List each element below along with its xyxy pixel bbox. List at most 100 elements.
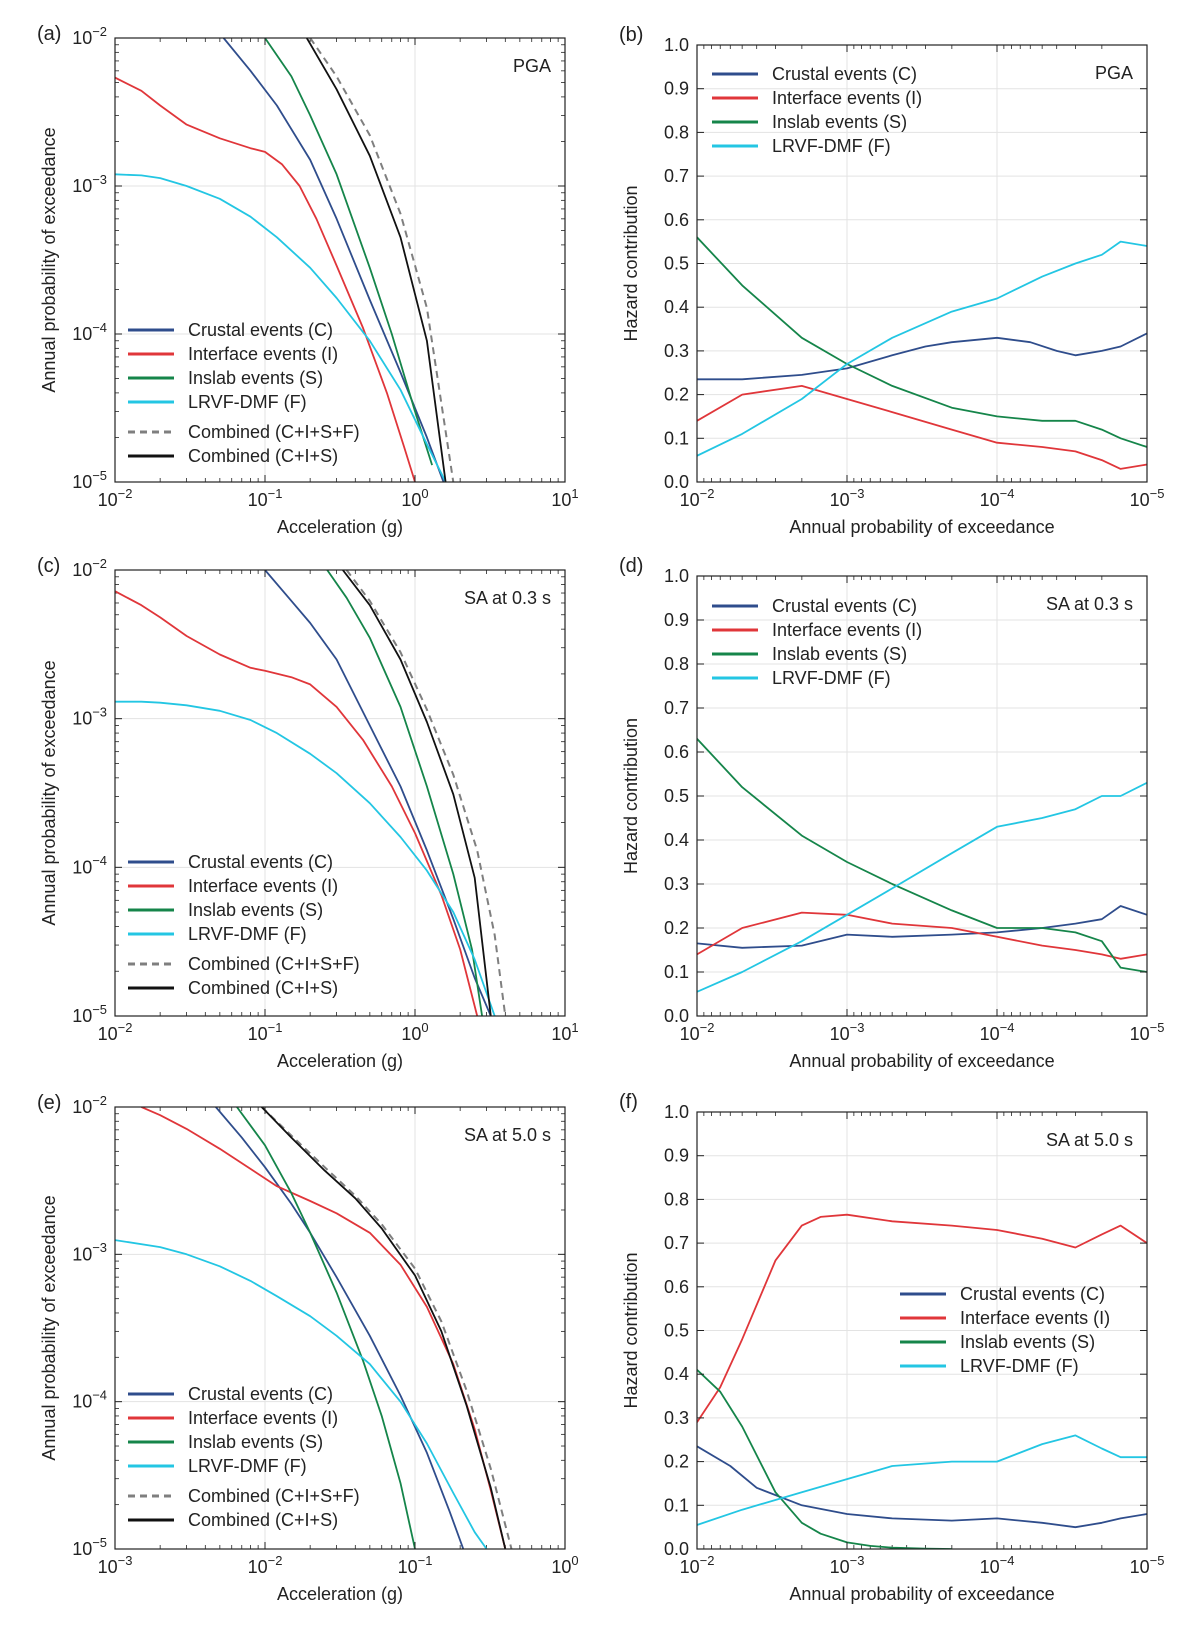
panel-d: 10−2 10−3 10−4 10−5 0.0 0.1 0.2 0.3 0.4 0.5 0.6 0.7… [619, 555, 1164, 1071]
y-tick-label: 0.2 [664, 918, 689, 938]
panel-label: (e) [37, 1092, 61, 1114]
panel-label: (b) [619, 24, 643, 46]
panel-title: SA at 0.3 s [1046, 594, 1133, 614]
legend-label-lrvf: LRVF-DMF (F) [188, 392, 307, 412]
y-tick-label: 0.1 [664, 1495, 689, 1515]
x-axis-label: Annual probability of exceedance [789, 1051, 1054, 1071]
legend-label-crustal: Crustal events (C) [772, 64, 917, 84]
series-line-inslab [264, 38, 433, 466]
series-line-combined_all [345, 570, 507, 1016]
legend-label-crustal: Crustal events (C) [188, 852, 333, 872]
legend-label-combined_cis: Combined (C+I+S) [188, 1510, 338, 1530]
series-line-combined_cis [342, 570, 492, 1016]
y-tick-label: 0.9 [664, 1146, 689, 1166]
y-tick-label: 10−5 [72, 1002, 107, 1026]
y-tick-label: 0.3 [664, 1408, 689, 1428]
y-tick-label: 10−4 [72, 320, 107, 344]
series-line-combined_cis [261, 1107, 507, 1549]
x-tick-label: 101 [551, 486, 578, 510]
x-tick-label: 100 [401, 1020, 428, 1044]
legend-label-inslab: Inslab events (S) [772, 112, 907, 132]
y-tick-label: 0.8 [664, 122, 689, 142]
y-tick-label: 10−3 [72, 1240, 107, 1264]
legend-label-inslab: Inslab events (S) [188, 368, 323, 388]
series-line-interface [697, 911, 1147, 960]
x-axis-label: Annual probability of exceedance [789, 1584, 1054, 1604]
x-tick-label: 10−2 [680, 486, 715, 510]
x-axis-label: Acceleration (g) [277, 1051, 403, 1071]
x-tick-label: 10−1 [248, 1020, 283, 1044]
y-tick-label: 0.7 [664, 1233, 689, 1253]
y-tick-label: 10−3 [72, 172, 107, 196]
legend-label-combined_all: Combined (C+I+S+F) [188, 1486, 360, 1506]
y-tick-label: 0.6 [664, 210, 689, 230]
panel-e: 10−3 10−2 10−1 100 10−2 10−3 10−4 10−5 Accelerat… [37, 1092, 579, 1604]
y-tick-label: 0.0 [664, 472, 689, 492]
legend-label-inslab: Inslab events (S) [188, 900, 323, 920]
series-line-lrvf [115, 1239, 488, 1549]
x-axis-label: Annual probability of exceedance [789, 517, 1054, 537]
series-line-combined_all [261, 1107, 513, 1549]
legend-label-interface: Interface events (I) [772, 620, 922, 640]
series-line-inslab [697, 738, 1147, 973]
y-axis-label: Hazard contribution [621, 1252, 641, 1408]
x-tick-label: 10−5 [1130, 486, 1165, 510]
y-tick-label: 0.4 [664, 1364, 689, 1384]
series-group [115, 1107, 513, 1549]
x-axis-label: Acceleration (g) [277, 1584, 403, 1604]
series-group [697, 738, 1147, 993]
y-tick-label: 0.3 [664, 341, 689, 361]
series-line-lrvf [697, 240, 1147, 457]
panel-title: SA at 5.0 s [464, 1125, 551, 1145]
panel-label: (c) [37, 555, 60, 577]
legend-label-lrvf: LRVF-DMF (F) [188, 924, 307, 944]
x-tick-label: 10−5 [1130, 1020, 1165, 1044]
legend-label-interface: Interface events (I) [188, 876, 338, 896]
series-group [697, 236, 1147, 470]
series-line-lrvf [115, 173, 447, 482]
series-line-interface [141, 1107, 507, 1549]
legend-label-combined_cis: Combined (C+I+S) [188, 446, 338, 466]
legend-label-crustal: Crustal events (C) [188, 320, 333, 340]
y-tick-label: 0.6 [664, 742, 689, 762]
series-line-inslab [236, 1107, 416, 1549]
y-tick-label: 1.0 [664, 1102, 689, 1122]
y-tick-label: 0.7 [664, 698, 689, 718]
y-tick-label: 0.0 [664, 1539, 689, 1559]
y-tick-label: 0.8 [664, 1189, 689, 1209]
x-tick-label: 10−1 [398, 1553, 433, 1577]
legend-label-inslab: Inslab events (S) [772, 644, 907, 664]
series-line-lrvf [697, 1434, 1147, 1526]
series-line-combined_all [309, 38, 455, 482]
y-tick-label: 10−4 [72, 1388, 107, 1412]
legend-label-combined_cis: Combined (C+I+S) [188, 978, 338, 998]
x-tick-label: 10−4 [980, 486, 1015, 510]
plot-frame [114, 37, 566, 483]
y-tick-label: 0.4 [664, 297, 689, 317]
series-line-combined_cis [306, 38, 447, 482]
series-line-lrvf [115, 700, 496, 1016]
panel-c: 10−2 10−1 100 101 10−2 10−3 10−4 10−5 Accelerati… [37, 555, 579, 1071]
y-tick-label: 0.8 [664, 654, 689, 674]
y-tick-label: 0.2 [664, 385, 689, 405]
plot-frame [114, 569, 566, 1017]
series-line-crustal [264, 570, 492, 1016]
y-axis-label: Hazard contribution [621, 185, 641, 341]
legend-label-crustal: Crustal events (C) [188, 1384, 333, 1404]
x-tick-label: 10−5 [1130, 1553, 1165, 1577]
y-tick-label: 0.1 [664, 962, 689, 982]
series-line-crustal [697, 332, 1147, 381]
panel-label: (d) [619, 555, 643, 577]
panel-title: SA at 5.0 s [1046, 1130, 1133, 1150]
series-group [115, 38, 455, 482]
y-tick-label: 10−2 [72, 556, 107, 580]
legend-label-lrvf: LRVF-DMF (F) [772, 136, 891, 156]
series-line-interface [697, 1213, 1147, 1423]
y-tick-label: 0.5 [664, 254, 689, 274]
legend-label-inslab: Inslab events (S) [188, 1432, 323, 1452]
y-axis-label: Annual probability of exceedance [39, 1195, 59, 1460]
panel-label: (a) [37, 23, 61, 45]
y-axis-label: Annual probability of exceedance [39, 127, 59, 392]
x-tick-label: 10−2 [680, 1020, 715, 1044]
legend-label-inslab: Inslab events (S) [960, 1332, 1095, 1352]
